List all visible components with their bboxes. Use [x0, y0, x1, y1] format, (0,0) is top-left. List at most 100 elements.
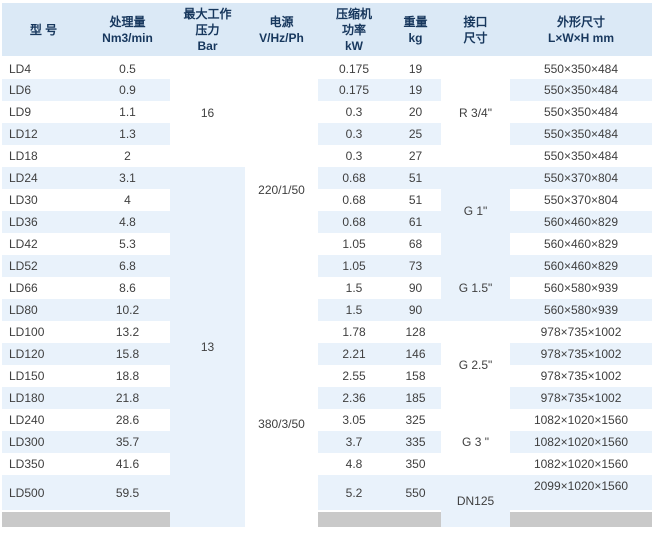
cell-flow: 8.6 [85, 277, 170, 299]
header-power_supply: 电源 V/Hz/Ph [245, 3, 318, 58]
merged-cell-power_supply: 220/1/50 [245, 57, 318, 321]
cell-model: LD9 [2, 101, 85, 123]
header-flow: 处理量 Nm3/min [85, 3, 170, 58]
cell-flow: 1.1 [85, 101, 170, 123]
cell-dimensions: 978×735×1002 [510, 321, 652, 343]
table-row-LD80: LD80 10.2 1.5 90 560×580×939 [2, 299, 652, 321]
cell-dimensions: 560×460×829 [510, 211, 652, 233]
cell-motor_power: 2.36 [318, 387, 390, 409]
header-interface-line: 接口 [463, 14, 488, 29]
cell-weight: 25 [390, 123, 441, 145]
cell-dimensions: 978×735×1002 [510, 343, 652, 365]
cell-weight: 51 [390, 167, 441, 189]
cell-model: LD350 [2, 453, 85, 475]
product-spec-table: 型 号处理量 Nm3/min 最大工作 压力 Bar 电源 V/Hz/Ph 压缩机 功率 kW 重量… [2, 3, 652, 527]
cell-motor_power: 0.3 [318, 123, 390, 145]
cell-dimensions: 978×735×1002 [510, 365, 652, 387]
cell-model: LD240 [2, 409, 85, 431]
cell-model: LD300 [2, 431, 85, 453]
cell-dimensions: 1082×1020×1560 [510, 409, 652, 431]
header-pressure-line: Bar [197, 38, 218, 53]
cell-flow: 6.8 [85, 255, 170, 277]
cell-dimensions: 560×460×829 [510, 233, 652, 255]
cell-model: LD42 [2, 233, 85, 255]
header-motor_power-line: 压缩机 [335, 6, 372, 21]
cell-model: LD100 [2, 321, 85, 343]
cell-motor_power: 1.78 [318, 321, 390, 343]
cell-flow: 0.9 [85, 79, 170, 101]
cell-dimensions: 560×580×939 [510, 299, 652, 321]
header-power_supply-line: 电源 [269, 14, 294, 29]
header-weight-line: kg [408, 30, 423, 45]
cell-weight: 185 [390, 387, 441, 409]
header-pressure-line: 压力 [195, 22, 220, 37]
table-row-LD18: LD18 2 0.3 27 550×350×484 [2, 145, 652, 167]
cell-weight: 61 [390, 211, 441, 233]
cell-motor_power: 1.05 [318, 233, 390, 255]
cell-weight: 335 [390, 431, 441, 453]
cell-dimensions: 1082×1020×1560 [510, 431, 652, 453]
cell-flow: 4.8 [85, 211, 170, 233]
cell-weight: 51 [390, 189, 441, 211]
header-model-line: 型 号 [29, 22, 58, 37]
table-row-LD350: LD350 41.6 4.8 350 1082×1020×1560 [2, 453, 652, 475]
header-pressure-line: 最大工作 [183, 6, 232, 21]
cell-dimensions: 978×735×1002 [510, 387, 652, 409]
header-power_supply-line: V/Hz/Ph [259, 30, 304, 45]
cell-motor_power: 2.21 [318, 343, 390, 365]
cell-weight: 19 [390, 57, 441, 79]
table-row-LD52: LD52 6.8 1.05 73 G 1.5" 560×460×829 [2, 255, 652, 321]
footer-cell-flow [85, 510, 170, 527]
cell-flow: 10.2 [85, 299, 170, 321]
cell-flow: 0.5 [85, 57, 170, 79]
header-model: 型 号 [2, 3, 85, 58]
table-row-LD100: LD100 13.2 380/3/50 1.78 128 G 2.5" 978×735×10… [2, 321, 652, 527]
cell-motor_power: 4.8 [318, 453, 390, 475]
header-interface-line: 尺寸 [463, 30, 488, 45]
cell-dimensions: 550×350×484 [510, 79, 652, 101]
cell-motor_power: 1.5 [318, 277, 390, 299]
cell-dimensions: 550×370×804 [510, 167, 652, 189]
cell-flow: 15.8 [85, 343, 170, 365]
cell-weight: 350 [390, 453, 441, 475]
cell-motor_power: 3.05 [318, 409, 390, 431]
cell-motor_power: 0.68 [318, 211, 390, 233]
header-dimensions-line: 外形尺寸 [556, 14, 605, 29]
cell-motor_power: 0.68 [318, 167, 390, 189]
cell-weight: 27 [390, 145, 441, 167]
header-flow-line: Nm3/min [102, 30, 153, 45]
header-flow-line: 处理量 [109, 14, 146, 29]
merged-cell-interface: G 1.5" [441, 255, 510, 321]
table-row-LD66: LD66 8.6 1.5 90 560×580×939 [2, 277, 652, 299]
cell-motor_power: 0.3 [318, 101, 390, 123]
cell-weight: 73 [390, 255, 441, 277]
cell-weight: 158 [390, 365, 441, 387]
cell-dimensions: 550×350×484 [510, 101, 652, 123]
table-row-LD120: LD120 15.8 2.21 146 978×735×1002 [2, 343, 652, 365]
cell-dimensions: 560×460×829 [510, 255, 652, 277]
cell-motor_power: 0.175 [318, 57, 390, 79]
merged-cell-pressure: 16 [170, 57, 245, 167]
cell-motor_power: 2.55 [318, 365, 390, 387]
table-row-LD6: LD6 0.9 0.175 19 550×350×484 [2, 79, 652, 101]
cell-flow: 35.7 [85, 431, 170, 453]
cell-motor_power: 3.7 [318, 431, 390, 453]
table-row-LD36: LD36 4.8 0.68 61 560×460×829 [2, 211, 652, 233]
table-row-LD4: LD4 0.5 16 220/1/50 0.175 19 R 3/4" 550×350×484 [2, 57, 652, 321]
cell-motor_power: 1.5 [318, 299, 390, 321]
cell-weight: 325 [390, 409, 441, 431]
header-motor_power-line: 功率 [341, 22, 366, 37]
cell-flow: 3.1 [85, 167, 170, 189]
cell-weight: 128 [390, 321, 441, 343]
header-dimensions-line: L×W×H mm [547, 30, 614, 45]
cell-model: LD180 [2, 387, 85, 409]
cell-flow: 41.6 [85, 453, 170, 475]
cell-dimensions: 2099×1020×1560 [510, 475, 652, 511]
table-body: LD4 0.5 16 220/1/50 0.175 19 R 3/4" 550×350×484… [2, 57, 652, 527]
cell-flow: 28.6 [85, 409, 170, 431]
cell-motor_power: 0.175 [318, 79, 390, 101]
cell-motor_power: 5.2 [318, 475, 390, 511]
cell-motor_power: 0.3 [318, 145, 390, 167]
header-weight-line: 重量 [403, 14, 428, 29]
merged-cell-pressure: 13 [170, 167, 245, 527]
